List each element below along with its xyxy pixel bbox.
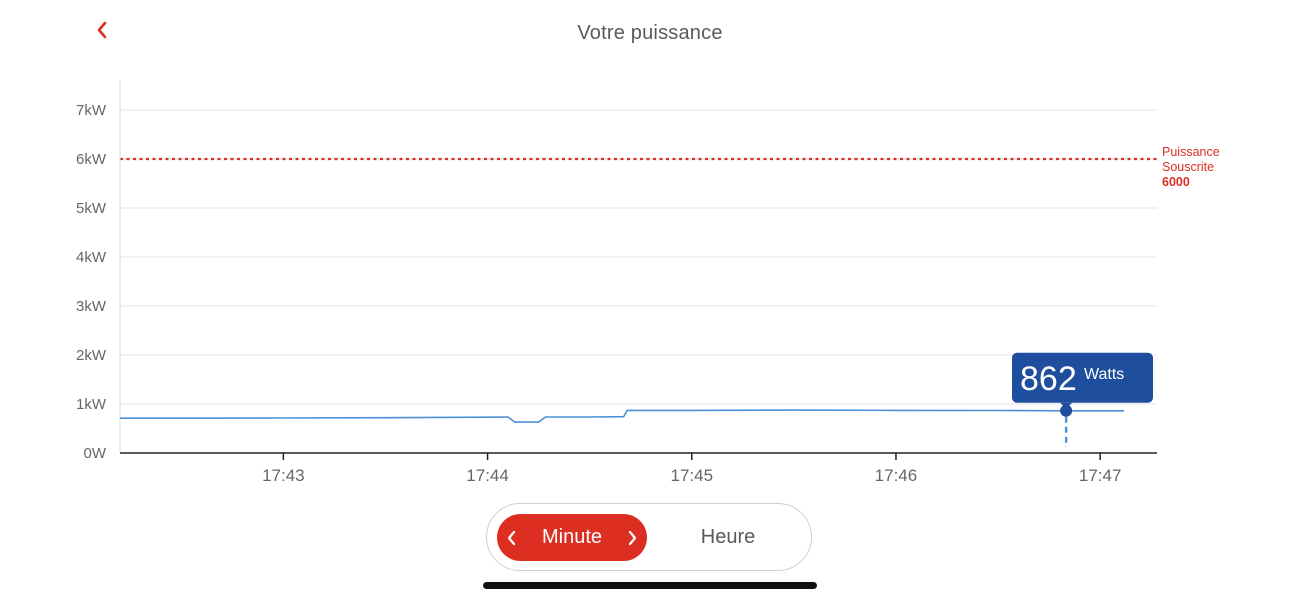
header: Votre puissance <box>0 0 1300 70</box>
y-tick-label: 3kW <box>76 298 107 315</box>
tooltip-unit: Watts <box>1084 366 1124 383</box>
threshold-label: Puissance <box>1162 145 1220 159</box>
chevron-left-icon <box>507 530 516 545</box>
threshold-label: Souscrite <box>1162 160 1214 174</box>
x-tick-label: 17:47 <box>1079 466 1122 485</box>
y-tick-label: 6kW <box>76 151 107 168</box>
y-tick-label: 0W <box>84 445 107 462</box>
chevron-right-icon <box>628 530 637 545</box>
next-period-button[interactable] <box>623 529 641 547</box>
prev-period-button[interactable] <box>503 529 521 547</box>
threshold-value: 6000 <box>1162 175 1190 189</box>
page-title: Votre puissance <box>577 22 723 44</box>
power-series-line <box>119 409 1124 423</box>
x-tick-label: 17:43 <box>262 466 305 485</box>
y-tick-label: 1kW <box>76 396 107 413</box>
minute-segment[interactable]: Minute <box>497 514 647 561</box>
marker-dot <box>1060 404 1073 417</box>
hour-segment[interactable]: Heure <box>700 526 756 548</box>
back-button[interactable] <box>88 18 116 46</box>
home-indicator[interactable] <box>483 582 817 589</box>
x-tick-label: 17:45 <box>670 466 713 485</box>
x-tick-label: 17:46 <box>875 466 918 485</box>
value-tooltip <box>1012 352 1153 403</box>
x-tick-label: 17:44 <box>466 466 509 485</box>
y-tick-label: 5kW <box>76 200 107 217</box>
y-tick-label: 7kW <box>76 102 107 119</box>
chevron-left-icon <box>95 21 109 44</box>
minute-label: Minute <box>541 526 603 548</box>
y-tick-label: 2kW <box>76 347 107 364</box>
period-selector: Minute Heure <box>486 503 812 571</box>
tooltip-value: 862 <box>1020 360 1077 398</box>
y-tick-label: 4kW <box>76 249 107 266</box>
